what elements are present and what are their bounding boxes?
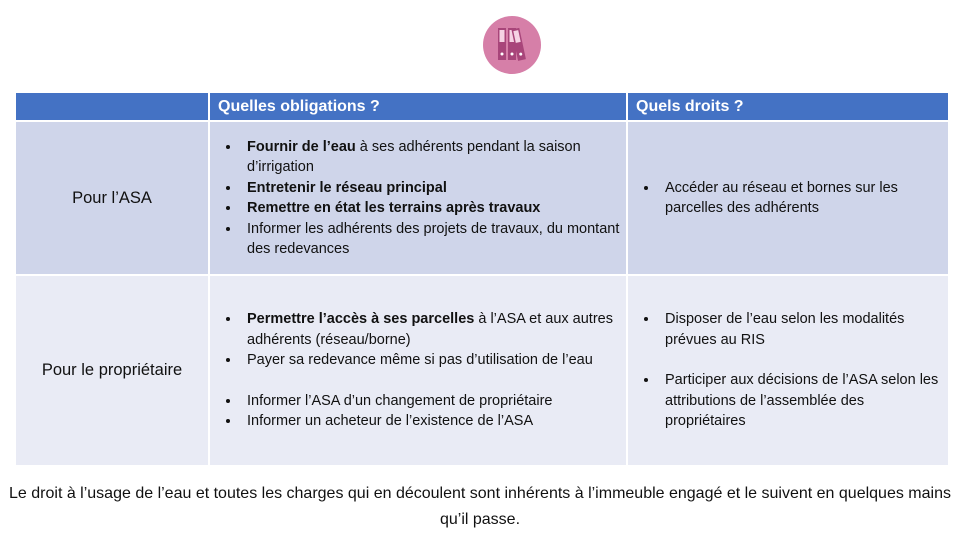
list-item: Entretenir le réseau principal bbox=[241, 178, 625, 199]
list-item: Accéder au réseau et bornes sur les parc… bbox=[659, 178, 947, 219]
row-label: Pour l’ASA bbox=[14, 120, 210, 276]
list-item: Disposer de l’eau selon les modalités pr… bbox=[659, 309, 947, 350]
obligations-rights-table: Quelles obligations ? Quels droits ? Pou… bbox=[14, 91, 950, 467]
header-obligations: Quelles obligations ? bbox=[208, 91, 628, 122]
rights-cell: Accéder au réseau et bornes sur les parc… bbox=[626, 120, 950, 276]
list-item: Fournir de l’eau à ses adhérents pendant… bbox=[241, 137, 625, 178]
rights-cell: Disposer de l’eau selon les modalités pr… bbox=[626, 274, 950, 467]
list-item: Informer les adhérents des projets de tr… bbox=[241, 219, 625, 260]
header-rights: Quels droits ? bbox=[626, 91, 950, 122]
list-item: Permettre l’accès à ses parcelles à l’AS… bbox=[241, 309, 625, 350]
list-item: Participer aux décisions de l’ASA selon … bbox=[659, 370, 947, 432]
list-item: Payer sa redevance même si pas d’utilisa… bbox=[241, 350, 625, 371]
list-item: Informer l’ASA d’un changement de propri… bbox=[241, 391, 625, 412]
obligations-cell: Permettre l’accès à ses parcelles à l’AS… bbox=[208, 274, 628, 467]
footer-note: Le droit à l’usage de l’eau et toutes le… bbox=[9, 485, 951, 528]
row-label: Pour le propriétaire bbox=[14, 274, 210, 467]
header-empty bbox=[14, 91, 210, 122]
table-row: Pour le propriétaire Permettre l’accès à… bbox=[14, 274, 950, 467]
list-item: Remettre en état les terrains après trav… bbox=[241, 198, 625, 219]
list-item: Informer un acheteur de l’existence de l… bbox=[241, 411, 625, 432]
table-header-row: Quelles obligations ? Quels droits ? bbox=[14, 91, 950, 122]
binders-icon bbox=[483, 16, 541, 74]
table-row: Pour l’ASA Fournir de l’eau à ses adhére… bbox=[14, 120, 950, 276]
obligations-cell: Fournir de l’eau à ses adhérents pendant… bbox=[208, 120, 628, 276]
